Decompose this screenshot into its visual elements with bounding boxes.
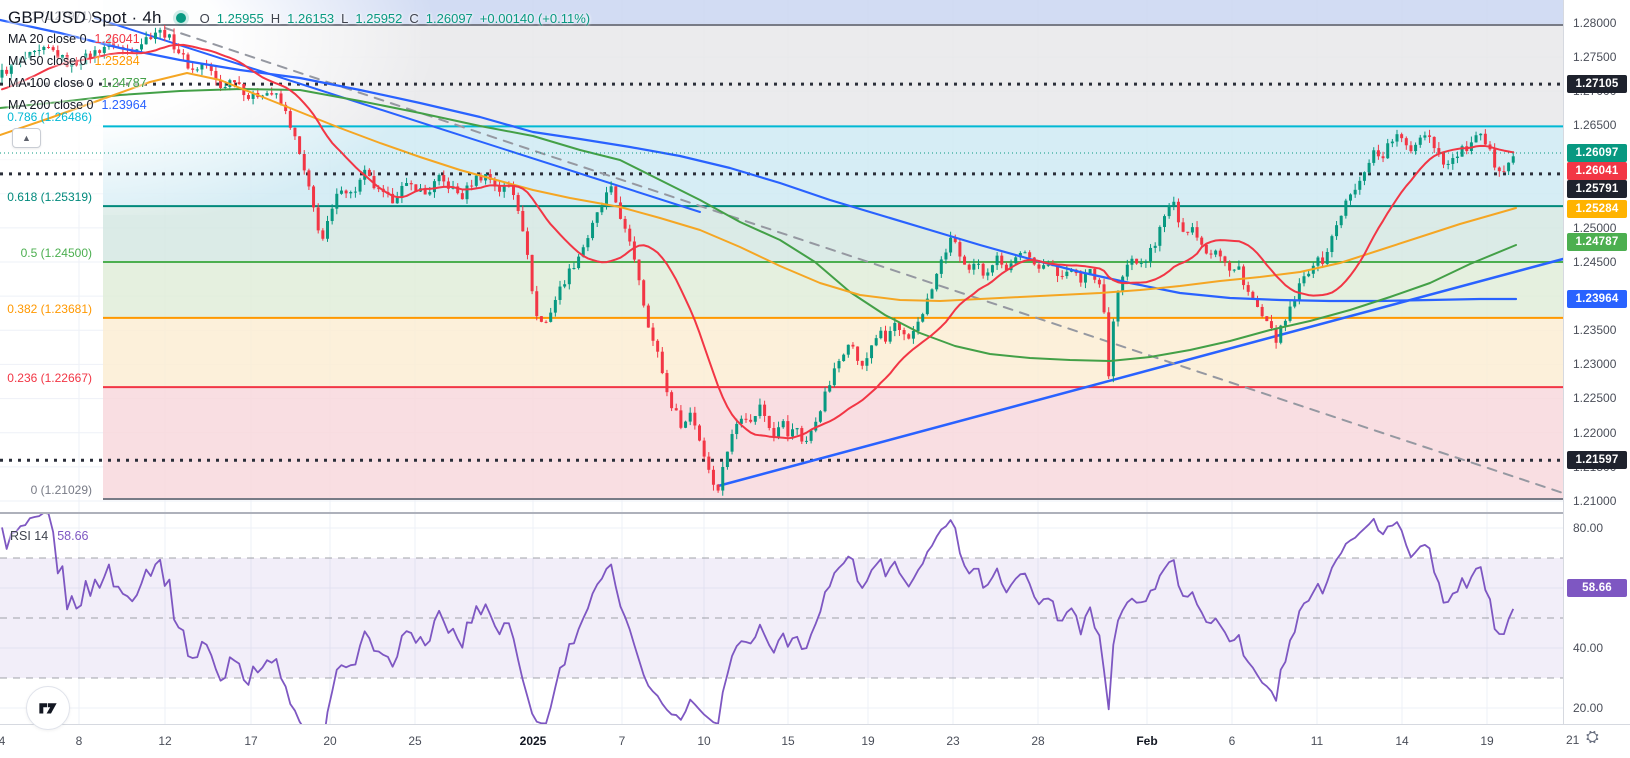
axis-tick-label: 20.00 — [1573, 701, 1604, 715]
ohlc-key: L — [341, 10, 349, 26]
ma-legend-label: MA 20 close 0 — [8, 32, 87, 46]
rsi-line[interactable] — [1, 513, 1515, 746]
ma-legend-value: 1.25284 — [94, 54, 140, 68]
price-badge: 1.26041 — [1567, 162, 1627, 180]
fib-level-label: 0.618 (1.25319) — [7, 190, 92, 205]
ma-legend-row[interactable]: MA 100 close 0 1.24787 — [8, 72, 590, 94]
chart-legend: GBP/USD Spot · 4h O 1.25955 H 1.26153 L 1.259… — [8, 8, 590, 116]
rsi-header[interactable]: RSI 14 58.66 — [10, 529, 89, 543]
axis-tick-label: 1.23500 — [1573, 323, 1617, 337]
symbol-title[interactable]: GBP/USD Spot · 4h — [8, 8, 162, 27]
time-label: 25 — [408, 734, 422, 748]
time-label: 17 — [244, 734, 258, 748]
moving-averages — [0, 18, 1518, 440]
trendline[interactable] — [94, 17, 701, 213]
pane-separator[interactable] — [0, 512, 1630, 514]
ohlc-value: +0.00140 (+0.11%) — [479, 10, 591, 26]
time-label: 8 — [75, 734, 83, 748]
price-badge: 1.25284 — [1567, 200, 1627, 218]
ohlc-value: 1.26097 — [425, 10, 473, 26]
time-label: Feb — [1136, 734, 1158, 748]
trendline[interactable] — [164, 27, 1564, 494]
time-axis[interactable]: 4 8 12 17 20 25 2025 7 10 15 19 23 28 Feb 6 11 14 19 — [0, 724, 1630, 758]
ma-legend-label: MA 200 close 0 — [8, 98, 94, 112]
tradingview-logo[interactable] — [26, 686, 70, 730]
ma-legend-row[interactable]: MA 50 close 0 1.25284 — [8, 50, 590, 72]
ohlc-value: 1.26153 — [287, 10, 335, 26]
time-label: 6 — [1228, 734, 1236, 748]
time-label: 20 — [323, 734, 337, 748]
chevron-up-icon: ▲ — [22, 133, 31, 143]
ohlc-values: O 1.25955 H 1.26153 L 1.25952 C 1.26097 +0.00140… — [200, 11, 590, 26]
legend-collapse-button[interactable]: ▲ — [12, 128, 41, 148]
time-label: 28 — [1031, 734, 1045, 748]
ma50-line[interactable] — [0, 72, 1517, 302]
axis-tick-label: 1.27500 — [1573, 50, 1617, 64]
fib-level-label: 0.382 (1.23681) — [7, 301, 92, 316]
ma-legend-rows: MA 20 close 0 1.26041 MA 50 close 0 1.25284… — [8, 28, 590, 116]
ma200-line[interactable] — [0, 18, 1518, 303]
axis-tick-label: 1.28000 — [1573, 16, 1617, 30]
symbol-row[interactable]: GBP/USD Spot · 4h O 1.25955 H 1.26153 L 1.259… — [8, 8, 590, 28]
time-label: 19 — [861, 734, 875, 748]
tradingview-logo-icon — [39, 703, 57, 714]
time-label-clipped: 21 — [1566, 733, 1580, 747]
ohlc-key: O — [199, 10, 210, 26]
ma-legend-label: MA 50 close 0 — [8, 54, 87, 68]
ma-legend-value: 1.23964 — [101, 98, 147, 112]
time-label: 19 — [1480, 734, 1494, 748]
rsi-label: RSI 14 — [10, 529, 49, 543]
axis-tick-label: 1.25000 — [1573, 221, 1617, 235]
price-badge: 1.21597 — [1567, 451, 1627, 469]
time-label: 10 — [697, 734, 711, 748]
price-badge: 1.26097 — [1567, 144, 1627, 162]
time-label: 11 — [1310, 734, 1324, 748]
time-label: 7 — [618, 734, 626, 748]
fib-level-label: 1 (1.27971) — [30, 8, 92, 23]
price-badge: 1.25791 — [1567, 180, 1627, 198]
ma-legend-value: 1.24787 — [101, 76, 147, 90]
fib-level-label: 0.5 (1.24500) — [20, 246, 92, 260]
axis-tick-label: 1.21000 — [1573, 494, 1617, 508]
ma20-line[interactable] — [1, 43, 1515, 440]
fib-level-label: 0 (1.21029) — [30, 483, 92, 498]
ma-legend-row[interactable]: MA 20 close 0 1.26041 — [8, 28, 590, 50]
axis-tick-label: 40.00 — [1573, 641, 1604, 655]
ma-legend-value: 1.26041 — [94, 32, 140, 46]
ohlc-value: 1.25955 — [216, 10, 264, 26]
rsi-value: 58.66 — [57, 529, 89, 543]
price-axis[interactable]: 1.280001.275001.270001.265001.260001.255… — [1563, 0, 1630, 758]
price-badge: 58.66 — [1567, 579, 1627, 597]
time-label: 14 — [1395, 734, 1409, 748]
trendline[interactable] — [716, 257, 1565, 488]
axis-tick-label: 1.23000 — [1573, 357, 1617, 371]
time-label: 12 — [158, 734, 172, 748]
ma-legend-label: MA 100 close 0 — [8, 76, 94, 90]
axis-tick-label: 1.22500 — [1573, 391, 1617, 405]
market-status-dot — [175, 13, 186, 23]
axis-tick-label: 1.26500 — [1573, 118, 1617, 132]
price-badge: 1.24787 — [1567, 233, 1627, 251]
axis-tick-label: 80.00 — [1573, 521, 1604, 535]
price-badge: 1.27105 — [1567, 75, 1627, 93]
fib-level-label: 0.786 (1.26486) — [7, 110, 92, 125]
time-label: 15 — [781, 734, 795, 748]
ohlc-key: H — [270, 10, 281, 26]
fib-level-label: 0.236 (1.22667) — [7, 371, 92, 386]
axis-tick-label: 1.22000 — [1573, 426, 1617, 440]
ohlc-value: 1.25952 — [355, 10, 403, 26]
time-label: 2025 — [519, 734, 547, 748]
time-label: 23 — [946, 734, 960, 748]
time-label: 4 — [0, 734, 6, 748]
price-badge: 1.23964 — [1567, 290, 1627, 308]
rsi-plot — [1, 513, 1515, 746]
ohlc-key: C — [409, 10, 419, 26]
axis-settings-gear-icon[interactable]: ⛭ — [1586, 729, 1599, 746]
fib-bands — [103, 0, 1563, 499]
ma-legend-row[interactable]: MA 200 close 0 1.23964 — [8, 94, 590, 116]
axis-tick-label: 1.24500 — [1573, 255, 1617, 269]
